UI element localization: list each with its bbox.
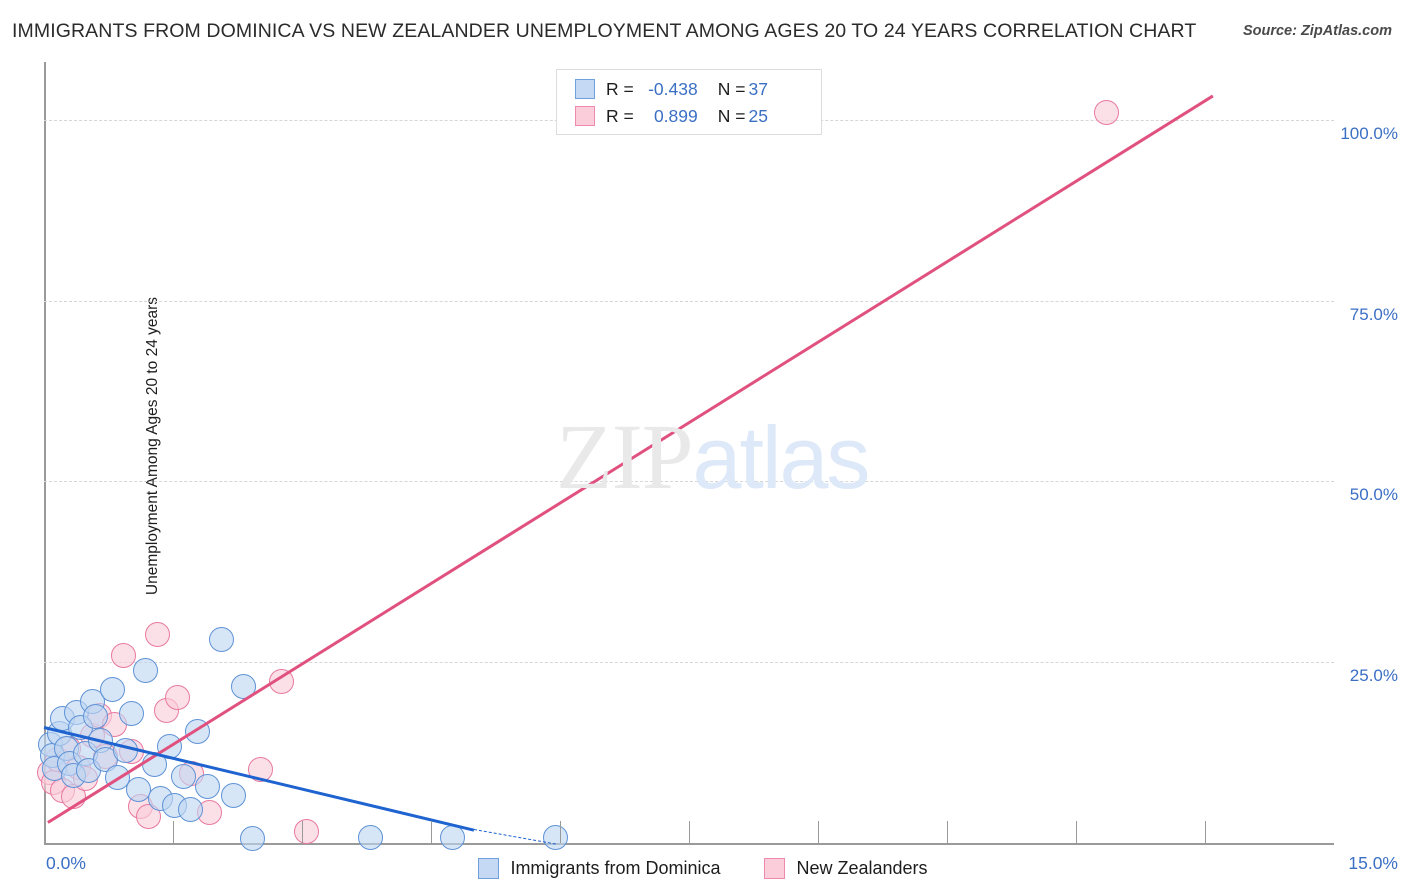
x-axis-tick <box>1205 821 1207 843</box>
data-point-dominica[interactable] <box>208 626 234 652</box>
data-point-newzealanders[interactable] <box>293 818 319 844</box>
r-label-dominica: R = <box>606 78 634 99</box>
data-point-dominica[interactable] <box>119 701 145 727</box>
data-point-dominica[interactable] <box>194 774 220 800</box>
x-axis-tick <box>560 821 562 843</box>
data-point-dominica[interactable] <box>170 763 196 789</box>
x-axis-line <box>44 843 1334 845</box>
x-axis-tick <box>302 821 304 843</box>
x-axis-tick <box>689 821 691 843</box>
legend-item-newzealanders[interactable]: New Zealanders <box>764 857 928 879</box>
data-point-dominica[interactable] <box>100 677 126 703</box>
data-point-newzealanders[interactable] <box>1093 100 1119 126</box>
y-axis-tick-label: 25.0% <box>1349 666 1398 686</box>
data-point-newzealanders[interactable] <box>164 685 190 711</box>
legend-label-newzealanders: New Zealanders <box>796 857 928 878</box>
data-point-dominica[interactable] <box>358 825 384 851</box>
data-point-dominica[interactable] <box>83 703 109 729</box>
y-axis-title-container: Unemployment Among Ages 20 to 24 years <box>10 0 161 892</box>
data-point-dominica[interactable] <box>220 783 246 809</box>
data-point-newzealanders[interactable] <box>110 643 136 669</box>
data-point-dominica[interactable] <box>126 776 152 802</box>
x-axis-tick <box>947 821 949 843</box>
stats-row-dominica: R = -0.438 N = 37 <box>575 76 778 102</box>
n-label-newzealanders: N = <box>717 105 746 126</box>
page-title: IMMIGRANTS FROM DOMINICA VS NEW ZEALANDE… <box>12 20 1197 42</box>
x-axis-tick <box>431 821 433 843</box>
r-value-dominica: -0.438 <box>648 78 698 99</box>
y-axis-tick-label: 50.0% <box>1349 485 1398 505</box>
correlation-stats-box: R = -0.438 N = 37 R = 0.899 N = 25 <box>556 69 822 135</box>
legend-label-dominica: Immigrants from Dominica <box>510 857 721 878</box>
legend-swatch-icon-dominica <box>478 857 500 879</box>
plot-area <box>36 62 1334 852</box>
trendline-newzealanders <box>47 94 1215 825</box>
series-legend: Immigrants from Dominica New Zealanders <box>0 851 1406 885</box>
x-axis-tick <box>173 821 175 843</box>
data-point-dominica[interactable] <box>543 824 569 850</box>
series-swatch-icon-newzealanders <box>575 106 595 126</box>
n-value-newzealanders: 25 <box>748 105 768 126</box>
x-axis-tick <box>1076 821 1078 843</box>
r-label-newzealanders: R = <box>606 105 634 126</box>
y-axis-line <box>44 62 46 844</box>
data-point-dominica[interactable] <box>132 658 158 684</box>
data-point-dominica[interactable] <box>239 826 265 852</box>
x-axis-tick-label-min: 0.0% <box>46 853 86 873</box>
r-value-newzealanders: 0.899 <box>653 105 698 126</box>
x-axis-tick <box>818 821 820 843</box>
series-swatch-icon-dominica <box>575 79 595 99</box>
legend-swatch-icon-newzealanders <box>764 857 786 879</box>
gridline-y <box>44 300 1334 302</box>
data-point-dominica[interactable] <box>177 797 203 823</box>
source-label: Source: ZipAtlas.com <box>1242 23 1392 39</box>
x-axis-tick-label-max: 15.0% <box>1348 853 1398 873</box>
y-axis-tick-label: 75.0% <box>1349 304 1398 324</box>
n-value-dominica: 37 <box>748 78 768 99</box>
gridline-y <box>44 662 1334 664</box>
n-label-dominica: N = <box>717 78 746 99</box>
gridline-y <box>44 481 1334 483</box>
data-point-newzealanders[interactable] <box>145 622 171 648</box>
y-axis-tick-label: 100.0% <box>1340 123 1398 143</box>
legend-item-dominica[interactable]: Immigrants from Dominica <box>478 857 721 879</box>
stats-row-newzealanders: R = 0.899 N = 25 <box>575 103 778 129</box>
